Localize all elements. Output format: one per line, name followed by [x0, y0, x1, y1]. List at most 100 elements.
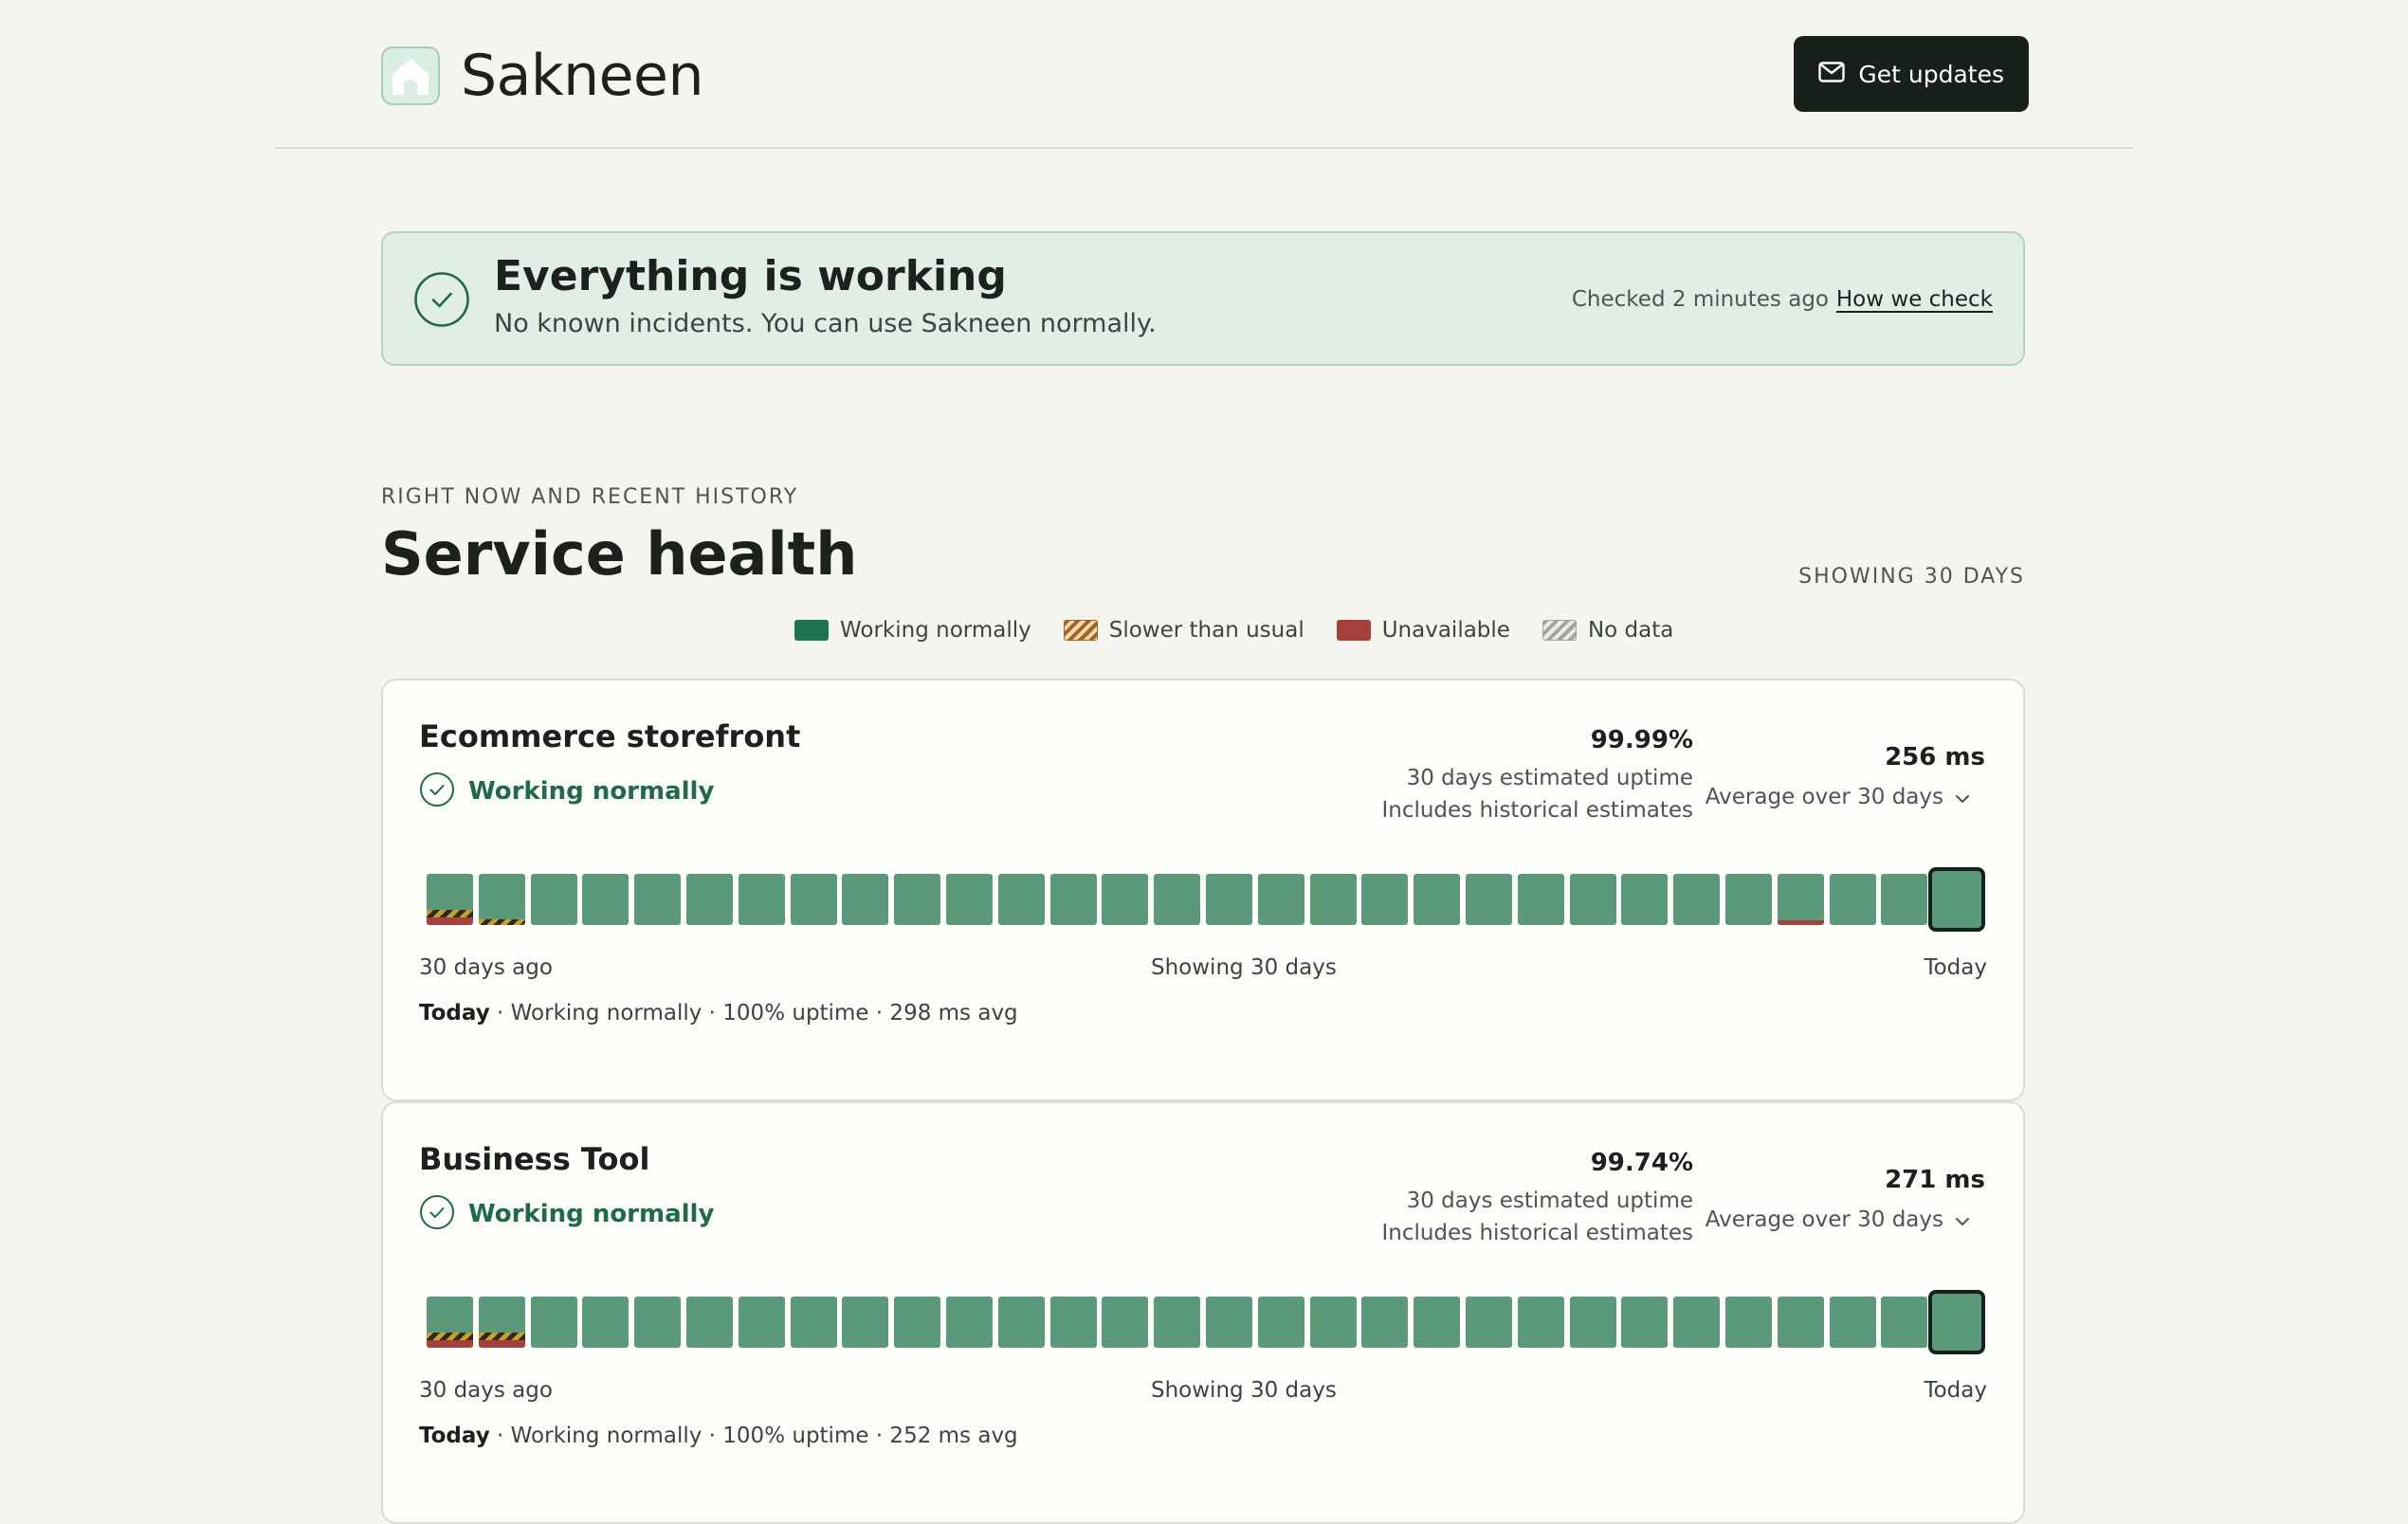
chevron-down-icon — [1955, 1207, 1970, 1232]
day-bar[interactable] — [1466, 874, 1512, 925]
axis-start-label: 30 days ago — [419, 955, 553, 980]
day-bar[interactable] — [1725, 1297, 1772, 1348]
day-bar[interactable] — [1361, 874, 1409, 925]
latency-period-select[interactable]: Average over 30 days — [1706, 1207, 1985, 1232]
day-bar[interactable] — [1206, 1297, 1252, 1348]
status-title: Everything is working — [494, 252, 1007, 300]
day-bar[interactable] — [1673, 1297, 1721, 1348]
latency-period-label: Average over 30 days — [1705, 785, 1943, 809]
section-title: Service health — [381, 519, 858, 589]
day-bar[interactable] — [1829, 874, 1876, 925]
outage-segment — [427, 1340, 473, 1348]
get-updates-button[interactable]: Get updates — [1794, 36, 2029, 112]
day-bar[interactable] — [1673, 874, 1721, 925]
day-bar[interactable] — [946, 1297, 993, 1348]
uptime-bars — [427, 867, 1991, 932]
day-bar[interactable] — [478, 874, 525, 925]
day-bar[interactable] — [634, 1297, 682, 1348]
day-summary-day: Today — [419, 1424, 490, 1448]
uptime-value: 99.99% — [1590, 726, 1693, 754]
day-bar[interactable] — [997, 1297, 1045, 1348]
uptime-bars — [427, 1290, 1991, 1354]
day-bar[interactable] — [1361, 1297, 1409, 1348]
legend-label: Working normally — [840, 618, 1031, 643]
day-bar[interactable] — [1569, 874, 1616, 925]
uptime-block: 99.74% 30 days estimated uptime Includes… — [1381, 1149, 1693, 1245]
day-summary-text: · Working normally · 100% uptime · 298 m… — [489, 1001, 1018, 1025]
outage-segment — [1777, 920, 1824, 925]
day-bar[interactable] — [842, 874, 889, 925]
day-summary-text: · Working normally · 100% uptime · 252 m… — [489, 1424, 1018, 1448]
day-bar[interactable] — [1102, 1297, 1149, 1348]
day-bar[interactable] — [738, 1297, 785, 1348]
brand[interactable]: Sakneen — [381, 43, 703, 109]
day-bar[interactable] — [634, 874, 682, 925]
day-bar[interactable] — [894, 874, 941, 925]
day-bar[interactable] — [1777, 874, 1824, 925]
day-bar[interactable] — [1517, 1297, 1564, 1348]
showing-days-label: SHOWING 30 DAYS — [1798, 565, 2025, 589]
day-bar[interactable] — [790, 874, 837, 925]
latency-period-label: Average over 30 days — [1705, 1207, 1943, 1232]
day-bar[interactable] — [946, 874, 993, 925]
latency-value: 271 ms — [1885, 1166, 1985, 1194]
section-eyebrow: RIGHT NOW AND RECENT HISTORY — [381, 485, 799, 509]
day-bar[interactable] — [478, 1297, 525, 1348]
slow-segment — [427, 1333, 473, 1340]
brand-name: Sakneen — [461, 43, 703, 109]
day-bar[interactable] — [1414, 874, 1461, 925]
day-bar[interactable] — [894, 1297, 941, 1348]
day-bar-today[interactable] — [1928, 867, 1986, 932]
day-summary: Today · Working normally · 100% uptime ·… — [419, 1001, 1018, 1025]
service-card-business-tool: Business Tool Working normally 99.74% 30… — [381, 1101, 2025, 1524]
uptime-note: Includes historical estimates — [1381, 1221, 1693, 1245]
day-bar[interactable] — [1154, 874, 1201, 925]
day-bar[interactable] — [1206, 874, 1252, 925]
day-bar[interactable] — [530, 874, 577, 925]
check-circle-icon — [419, 771, 455, 811]
day-bar[interactable] — [738, 874, 785, 925]
day-bar[interactable] — [1881, 1297, 1928, 1348]
day-bar[interactable] — [1569, 1297, 1616, 1348]
day-bar[interactable] — [686, 1297, 733, 1348]
outage-segment — [427, 917, 473, 925]
day-bar[interactable] — [427, 1297, 473, 1348]
day-bar[interactable] — [1829, 1297, 1876, 1348]
slow-segment — [478, 1333, 525, 1340]
day-bar[interactable] — [686, 874, 733, 925]
axis-mid-label: Showing 30 days — [1151, 1378, 1337, 1403]
day-bar[interactable] — [1049, 874, 1097, 925]
day-bar[interactable] — [1102, 874, 1149, 925]
day-bar[interactable] — [842, 1297, 889, 1348]
site-header: Sakneen Get updates — [275, 0, 2133, 149]
day-bar[interactable] — [1049, 1297, 1097, 1348]
day-bar[interactable] — [530, 1297, 577, 1348]
day-bar[interactable] — [582, 1297, 629, 1348]
day-bar[interactable] — [1466, 1297, 1512, 1348]
day-bar[interactable] — [790, 1297, 837, 1348]
day-bar[interactable] — [1257, 1297, 1304, 1348]
legend-label: Unavailable — [1381, 618, 1510, 643]
day-bar[interactable] — [1881, 874, 1928, 925]
latency-block: 256 ms Average over 30 days — [1706, 743, 1985, 809]
day-bar[interactable] — [1309, 874, 1357, 925]
day-bar[interactable] — [1725, 874, 1772, 925]
day-bar[interactable] — [1621, 874, 1669, 925]
how-we-check-link[interactable]: How we check — [1835, 287, 1993, 312]
day-bar[interactable] — [997, 874, 1045, 925]
day-bar[interactable] — [582, 874, 629, 925]
day-bar[interactable] — [427, 874, 473, 925]
day-bar[interactable] — [1517, 874, 1564, 925]
day-bar-today[interactable] — [1928, 1290, 1986, 1354]
day-bar[interactable] — [1257, 874, 1304, 925]
day-bar[interactable] — [1777, 1297, 1824, 1348]
day-bar[interactable] — [1414, 1297, 1461, 1348]
day-bar[interactable] — [1621, 1297, 1669, 1348]
status-banner: Everything is working No known incidents… — [381, 231, 2025, 366]
latency-period-select[interactable]: Average over 30 days — [1706, 785, 1985, 809]
legend-swatch-no-data — [1541, 620, 1577, 641]
legend-swatch-unavailable — [1336, 620, 1371, 641]
day-bar[interactable] — [1309, 1297, 1357, 1348]
latency-value: 256 ms — [1885, 743, 1985, 771]
day-bar[interactable] — [1154, 1297, 1201, 1348]
